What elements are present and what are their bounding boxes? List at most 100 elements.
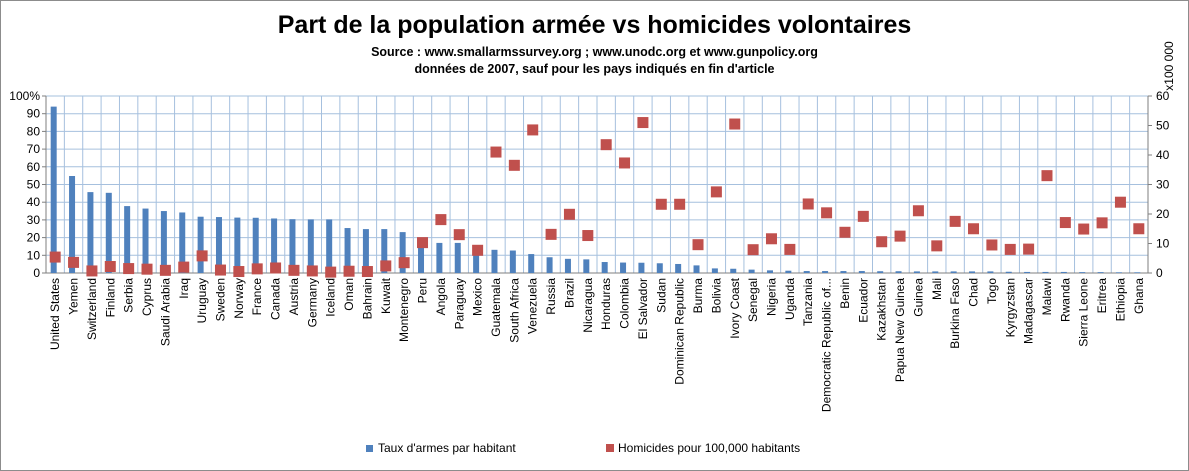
bar [913, 271, 920, 273]
category-label: Saudi Arabia [158, 278, 172, 346]
category-label: Uruguay [195, 278, 209, 323]
category-label: Angola [434, 278, 448, 316]
bar [418, 244, 425, 273]
category-label: Madagascar [1022, 278, 1036, 344]
homicide-marker [380, 260, 392, 272]
homicide-marker [619, 157, 631, 169]
y-left-tick-label: 40 [27, 195, 41, 209]
category-label: Canada [269, 278, 283, 320]
y-right-tick-label: 30 [1156, 178, 1170, 192]
homicide-marker [141, 263, 153, 275]
bar [766, 270, 773, 273]
category-label: Sierra Leone [1077, 278, 1091, 347]
bar [675, 263, 682, 273]
chart-subtitle-source: Source : www.smallarmssurvey.org ; www.u… [371, 45, 818, 59]
bar [601, 262, 608, 273]
category-label: Rwanda [1058, 278, 1072, 322]
homicide-marker [894, 230, 906, 242]
homicide-marker [765, 233, 777, 245]
homicide-marker [251, 263, 263, 275]
bar [87, 192, 94, 273]
bar [105, 192, 112, 273]
bar [546, 257, 553, 273]
category-label: Iraq [177, 278, 191, 299]
category-label: Nicaragua [581, 278, 595, 333]
y-right-tick-label: 60 [1156, 89, 1170, 103]
homicide-marker [1078, 223, 1090, 235]
homicide-marker [949, 215, 961, 227]
bar [509, 250, 516, 273]
bar [528, 254, 535, 273]
bar [950, 271, 957, 273]
y-right-tick-label: 50 [1156, 119, 1170, 133]
bar [362, 229, 369, 273]
homicide-marker [784, 243, 796, 255]
bar [858, 271, 865, 273]
bar [1079, 272, 1086, 273]
bar [822, 271, 829, 273]
y-right-tick-label: 20 [1156, 207, 1170, 221]
legend-swatch-markers [606, 444, 614, 452]
category-label: Togo [985, 278, 999, 304]
bar [1060, 271, 1067, 273]
bar [1115, 272, 1122, 273]
category-label: Austria [287, 278, 301, 316]
category-label: Mali [930, 278, 944, 300]
bar [840, 271, 847, 273]
category-label: Benin [838, 278, 852, 309]
category-label: Ghana [1132, 278, 1146, 314]
homicide-marker [1133, 223, 1145, 235]
homicide-marker [1059, 217, 1071, 229]
homicide-marker [674, 198, 686, 210]
homicide-marker [361, 266, 373, 278]
bar [234, 217, 241, 273]
chart-title: Part de la population armée vs homicides… [277, 11, 912, 39]
category-label: Ivory Coast [728, 277, 742, 338]
category-label: Eritrea [1095, 278, 1109, 314]
homicide-marker [912, 205, 924, 217]
category-label: Guatemala [489, 278, 503, 337]
category-label: South Africa [507, 278, 521, 343]
bar [473, 246, 480, 273]
category-label: Burma [691, 278, 705, 314]
category-label: Switzerland [85, 278, 99, 340]
homicide-marker [1004, 243, 1016, 255]
category-label: Colombia [618, 278, 632, 329]
bar [711, 268, 718, 273]
bar [142, 208, 149, 273]
category-label: Burkina Faso [948, 278, 962, 349]
category-label: El Salvador [636, 278, 650, 339]
bar [124, 206, 131, 273]
category-label: Oman [342, 278, 356, 311]
homicide-marker [1096, 217, 1108, 229]
homicide-marker [343, 265, 355, 277]
bar [877, 271, 884, 273]
y-left-tick-label: 80 [27, 124, 41, 138]
homicide-marker [968, 223, 980, 235]
category-label: United States [48, 278, 62, 350]
homicide-marker [655, 198, 667, 210]
homicide-marker [527, 124, 539, 136]
category-label: Bahrain [360, 278, 374, 319]
category-label: Serbia [122, 278, 136, 313]
bar [932, 271, 939, 273]
bar [748, 269, 755, 273]
homicide-marker [508, 159, 520, 171]
bar [969, 271, 976, 273]
category-label: Dominican Republic [673, 278, 687, 385]
category-label: Kuwait [379, 277, 393, 314]
category-label: Kyrgyzstan [1003, 278, 1017, 337]
homicide-marker [582, 230, 594, 242]
category-label: Uganda [783, 278, 797, 320]
homicide-marker [857, 210, 869, 222]
homicide-marker [435, 214, 447, 226]
category-label: Norway [232, 278, 246, 319]
homicide-marker [123, 263, 135, 275]
homicide-marker [931, 240, 943, 252]
bar [50, 106, 57, 274]
bar [381, 229, 388, 273]
homicide-marker [692, 239, 704, 251]
category-label: Malawi [1040, 278, 1054, 315]
homicide-marker [178, 261, 190, 273]
homicide-marker [472, 244, 484, 256]
